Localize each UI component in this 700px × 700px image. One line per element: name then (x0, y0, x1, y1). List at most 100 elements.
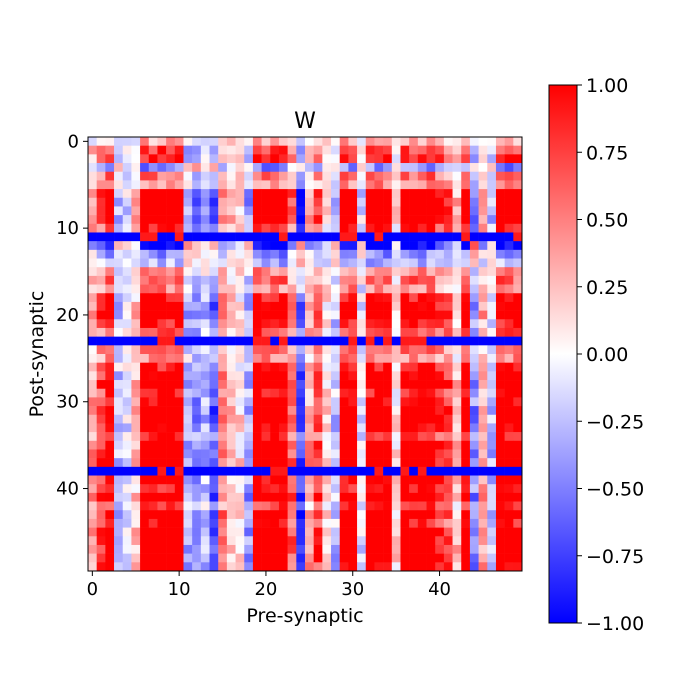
heatmap-cell (140, 232, 150, 242)
heatmap-cell (244, 206, 254, 216)
heatmap-cell (122, 319, 132, 329)
heatmap-cell (443, 432, 453, 442)
heatmap-cell (252, 388, 262, 398)
heatmap-cell (374, 310, 384, 320)
heatmap-cell (192, 241, 202, 251)
heatmap-cell (278, 510, 288, 520)
heatmap-cell (391, 423, 401, 433)
heatmap-cell (339, 388, 349, 398)
heatmap-cell (218, 293, 228, 303)
heatmap-cell (192, 406, 202, 416)
heatmap-cell (443, 197, 453, 207)
heatmap-cell (339, 145, 349, 155)
heatmap-cell (278, 414, 288, 424)
heatmap-cell (148, 501, 158, 511)
heatmap-cell (270, 449, 280, 459)
heatmap-cell (487, 562, 497, 572)
heatmap-cell (469, 492, 479, 502)
heatmap-cell (322, 223, 332, 233)
heatmap-cell (131, 362, 141, 372)
heatmap-cell (417, 510, 427, 520)
heatmap-cell (140, 249, 150, 259)
heatmap-cell (270, 371, 280, 381)
heatmap-cell (183, 562, 193, 572)
heatmap-cell (487, 267, 497, 277)
heatmap-cell (417, 258, 427, 268)
heatmap-cell (166, 501, 176, 511)
heatmap-cell (218, 215, 228, 225)
heatmap-cell (383, 406, 393, 416)
heatmap-cell (391, 388, 401, 398)
heatmap-cell (400, 241, 410, 251)
heatmap-cell (235, 423, 245, 433)
heatmap-cell (417, 371, 427, 381)
heatmap-cell (157, 258, 167, 268)
heatmap-cell (391, 137, 401, 146)
heatmap-cell (426, 466, 436, 476)
heatmap-cell (96, 371, 106, 381)
heatmap-cell (409, 501, 419, 511)
heatmap-cell (435, 501, 445, 511)
heatmap-cell (313, 458, 323, 468)
heatmap-cell (209, 145, 219, 155)
heatmap-cell (487, 380, 497, 390)
heatmap-cell (426, 380, 436, 390)
heatmap-cell (122, 492, 132, 502)
heatmap-cell (461, 180, 471, 190)
heatmap-cell (400, 223, 410, 233)
heatmap-cell (114, 432, 124, 442)
heatmap-cell (148, 336, 158, 346)
heatmap-cell (478, 553, 488, 563)
heatmap-cell (513, 258, 523, 268)
heatmap-cell (322, 171, 332, 181)
heatmap-cell (88, 189, 97, 199)
heatmap-cell (192, 458, 202, 468)
heatmap-cell (435, 275, 445, 285)
y-tick-label: 30 (56, 392, 79, 413)
heatmap-cell (148, 345, 158, 355)
heatmap-cell (287, 536, 297, 546)
heatmap-cell (331, 319, 341, 329)
heatmap-cell (287, 397, 297, 407)
heatmap-cell (252, 275, 262, 285)
heatmap-cell (287, 388, 297, 398)
heatmap-cell (495, 154, 505, 164)
heatmap-cell (495, 327, 505, 337)
heatmap-cell (452, 232, 462, 242)
heatmap-cell (105, 223, 115, 233)
heatmap-cell (278, 180, 288, 190)
heatmap-cell (322, 397, 332, 407)
heatmap-cell (200, 241, 210, 251)
heatmap-cell (209, 223, 219, 233)
heatmap-cell (339, 458, 349, 468)
heatmap-cell (513, 180, 523, 190)
heatmap-cell (166, 371, 176, 381)
heatmap-cell (348, 189, 358, 199)
heatmap-cell (88, 215, 97, 225)
heatmap-cell (114, 319, 124, 329)
heatmap-cell (400, 249, 410, 259)
heatmap-cell (417, 275, 427, 285)
heatmap-cell (495, 275, 505, 285)
heatmap-cell (313, 362, 323, 372)
heatmap-cell (461, 388, 471, 398)
heatmap-cell (435, 345, 445, 355)
heatmap-cell (426, 145, 436, 155)
heatmap-cell (148, 492, 158, 502)
heatmap-cell (339, 518, 349, 528)
heatmap-cell (287, 137, 297, 146)
heatmap-cell (261, 466, 271, 476)
heatmap-cell (409, 371, 419, 381)
heatmap-cell (252, 336, 262, 346)
heatmap-cell (209, 197, 219, 207)
heatmap-cell (114, 406, 124, 416)
heatmap-cell (374, 137, 384, 146)
heatmap-cell (278, 215, 288, 225)
heatmap-cell (365, 206, 375, 216)
heatmap-cell (339, 310, 349, 320)
heatmap-cell (105, 354, 115, 363)
heatmap-cell (313, 232, 323, 242)
heatmap-cell (200, 397, 210, 407)
heatmap-cell (270, 510, 280, 520)
heatmap-cell (226, 345, 236, 355)
